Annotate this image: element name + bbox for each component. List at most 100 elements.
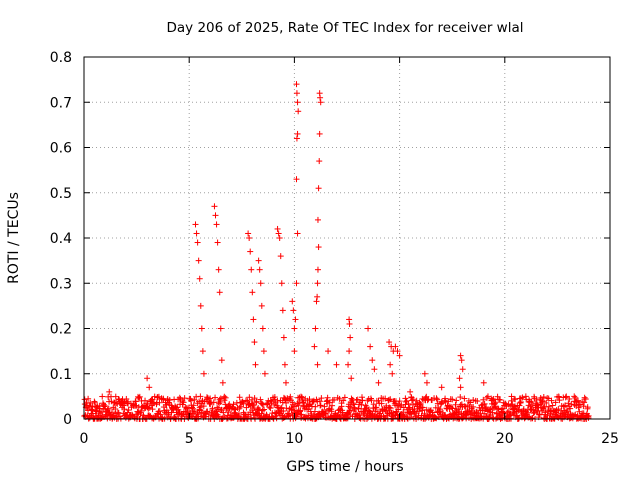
data-point <box>293 135 300 142</box>
data-point <box>346 348 353 355</box>
data-point <box>539 398 546 405</box>
data-point <box>275 230 282 237</box>
data-point <box>218 357 225 364</box>
data-point <box>213 221 220 228</box>
data-point <box>500 409 507 416</box>
data-point <box>165 411 172 418</box>
data-point <box>373 404 380 411</box>
data-point <box>346 409 353 416</box>
data-point <box>149 406 156 413</box>
data-point <box>130 401 137 408</box>
data-point <box>317 99 324 106</box>
data-point <box>456 375 463 382</box>
data-point <box>310 397 317 404</box>
data-point <box>455 406 462 413</box>
data-point <box>433 395 440 402</box>
data-point <box>433 415 440 422</box>
x-tick-label: 10 <box>285 431 303 447</box>
data-point <box>421 370 428 377</box>
data-point <box>258 410 265 417</box>
data-point <box>390 415 397 422</box>
y-tick-label: 0.3 <box>50 276 72 292</box>
data-point <box>108 409 115 416</box>
data-point <box>316 158 323 165</box>
data-point <box>194 239 201 246</box>
data-point <box>222 394 229 401</box>
data-point <box>121 406 128 413</box>
data-point <box>251 339 258 346</box>
data-point <box>382 395 389 402</box>
data-point <box>489 396 496 403</box>
data-point <box>225 408 232 415</box>
data-point <box>293 176 300 183</box>
data-point <box>261 370 268 377</box>
data-point <box>356 412 363 419</box>
data-point <box>279 307 286 314</box>
plot-frame <box>83 56 611 420</box>
x-tick-label: 5 <box>185 431 194 447</box>
data-point <box>280 408 287 415</box>
data-point <box>545 403 552 410</box>
data-point <box>252 361 259 368</box>
data-point <box>563 393 570 400</box>
data-point <box>314 293 321 300</box>
data-point <box>348 375 355 382</box>
data-point <box>291 348 298 355</box>
y-axis-label: ROTI / TECUs <box>6 192 22 284</box>
data-point <box>260 348 267 355</box>
data-point <box>567 405 574 412</box>
data-point <box>359 397 366 404</box>
data-point <box>416 399 423 406</box>
data-point <box>195 257 202 264</box>
data-point <box>325 348 332 355</box>
data-point <box>166 397 173 404</box>
data-point <box>197 393 204 400</box>
data-point <box>556 397 563 404</box>
data-point <box>204 394 211 401</box>
data-point <box>442 399 449 406</box>
data-point <box>314 216 321 223</box>
data-point <box>481 400 488 407</box>
data-point <box>452 401 459 408</box>
data-point <box>144 400 151 407</box>
data-point <box>214 239 221 246</box>
data-point <box>529 415 536 422</box>
data-point <box>248 266 255 273</box>
data-point <box>341 394 348 401</box>
data-point <box>276 235 283 241</box>
data-point <box>324 394 331 401</box>
data-point <box>486 408 493 415</box>
data-point <box>263 412 270 419</box>
data-point <box>528 399 535 406</box>
data-point <box>409 401 416 408</box>
data-point <box>416 408 423 415</box>
data-point <box>91 398 98 405</box>
data-point <box>137 409 144 416</box>
data-point <box>568 401 575 408</box>
data-point <box>562 402 569 409</box>
data-point <box>536 411 543 418</box>
data-point <box>403 397 410 404</box>
data-point <box>156 399 163 406</box>
data-point <box>459 366 466 373</box>
data-point <box>200 403 207 410</box>
data-point <box>273 415 280 422</box>
data-point <box>449 396 456 403</box>
data-point <box>85 395 92 402</box>
data-point <box>266 404 273 411</box>
x-axis-label: GPS time / hours <box>286 459 403 475</box>
data-point <box>378 400 385 407</box>
data-point <box>480 396 487 403</box>
data-point <box>540 404 547 411</box>
data-point <box>584 404 591 411</box>
data-point <box>294 230 301 237</box>
data-point <box>138 407 145 414</box>
data-point <box>487 406 494 413</box>
data-point <box>289 298 296 305</box>
data-point <box>419 404 426 411</box>
data-point <box>259 407 266 414</box>
data-point <box>478 402 485 409</box>
data-point <box>407 388 414 395</box>
data-point <box>371 366 378 373</box>
data-point <box>438 384 445 391</box>
